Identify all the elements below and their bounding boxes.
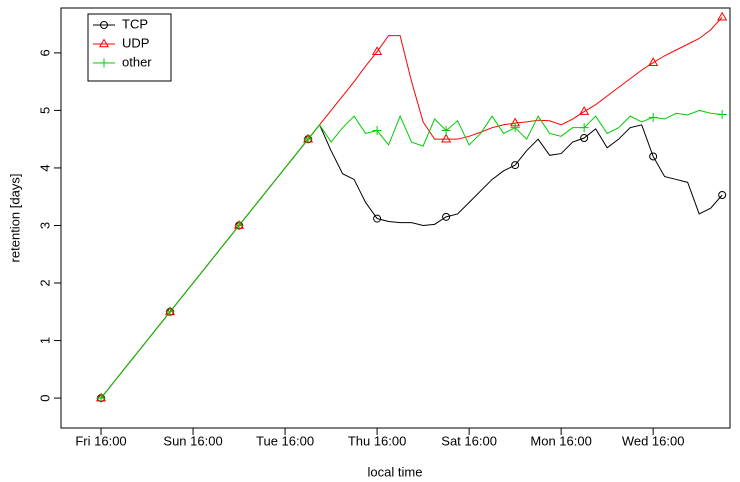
marker-plus [234, 220, 244, 230]
legend: TCP UDP other [87, 13, 172, 82]
y-tick-label: 3 [37, 222, 52, 229]
x-tick-label: Tue 16:00 [256, 433, 314, 448]
marker-plus [441, 126, 451, 136]
series-line [100, 109, 723, 399]
marker-triangle [98, 38, 110, 48]
x-tick-label: Sun 16:00 [163, 433, 222, 448]
legend-label: TCP [122, 16, 148, 31]
x-tick-label: Sat 16:00 [441, 433, 497, 448]
y-tick-label: 0 [37, 394, 52, 401]
plot-frame [60, 7, 731, 429]
x-tick-label: Wed 16:00 [622, 433, 685, 448]
marker-plus [303, 134, 313, 144]
marker-plus [648, 112, 658, 122]
marker-circle [718, 190, 727, 199]
marker-circle [373, 214, 382, 223]
y-tick-label: 5 [37, 107, 52, 114]
marker-triangle [717, 11, 728, 21]
marker-circle [100, 21, 108, 29]
y-tick-label: 1 [37, 337, 52, 344]
marker-triangle [372, 46, 383, 56]
marker-triangle [579, 106, 590, 115]
marker-circle [511, 161, 520, 170]
marker-plus [99, 58, 109, 68]
x-axis-label: local time [368, 464, 423, 479]
marker-plus [96, 393, 106, 403]
series-line [100, 16, 723, 399]
marker-circle [442, 212, 451, 221]
marker-circle [649, 152, 658, 161]
series-line [100, 123, 723, 399]
marker-plus [579, 123, 589, 133]
marker-plus [510, 123, 520, 133]
marker-triangle [441, 133, 452, 143]
marker-plus [717, 109, 727, 119]
marker-plus [165, 307, 175, 317]
y-tick-label: 2 [37, 279, 52, 286]
legend-label: other [122, 54, 152, 69]
marker-plus [372, 126, 382, 136]
legend-label: UDP [122, 35, 149, 50]
y-axis-label: retention [days] [7, 174, 22, 263]
x-tick-label: Fri 16:00 [75, 433, 126, 448]
y-tick-label: 6 [37, 49, 52, 56]
x-tick-label: Thu 16:00 [348, 433, 407, 448]
marker-circle [580, 134, 589, 143]
y-tick-label: 4 [37, 164, 52, 171]
marker-triangle [648, 57, 659, 66]
x-tick-label: Mon 16:00 [530, 433, 591, 448]
